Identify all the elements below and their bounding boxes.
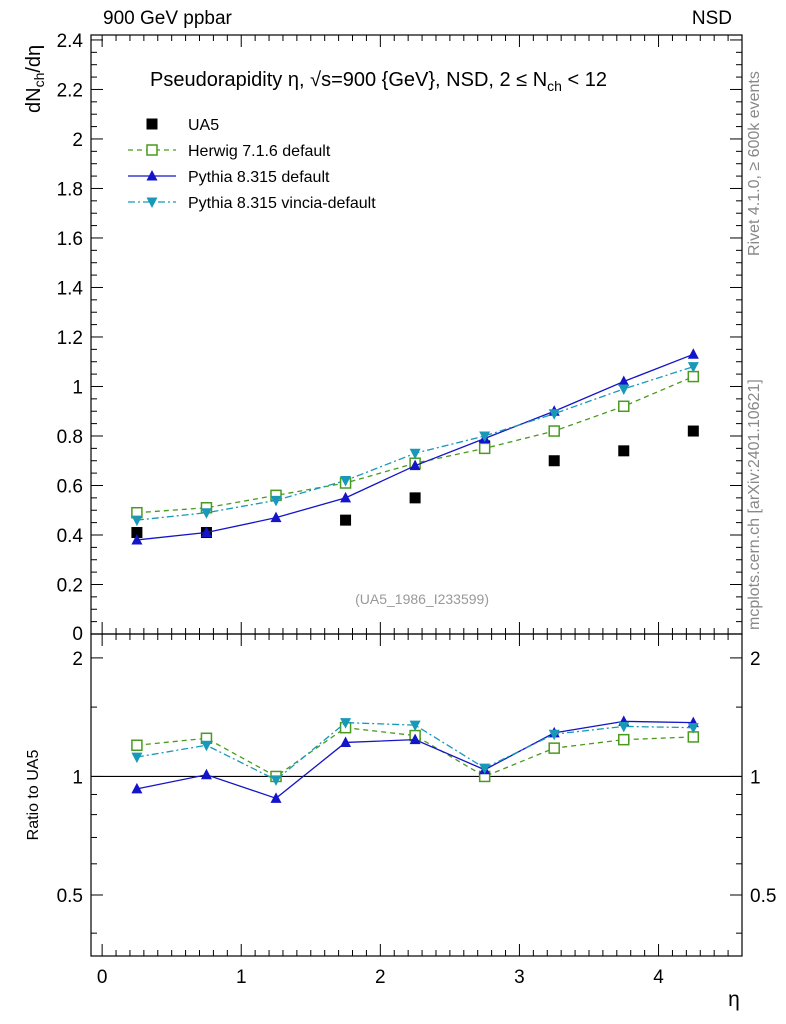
y-tick-label: 1.6 (57, 229, 83, 250)
ratio-series-0-point (131, 739, 143, 752)
plot-title-subscript: ch (547, 78, 562, 94)
main-series-2-point (618, 375, 630, 387)
header-energy-label: 900 GeV ppbar (103, 8, 232, 29)
ratio-series-line-2 (136, 721, 694, 781)
ratio-y-axis-label: Ratio to UA5 (25, 750, 42, 841)
main-series-2-point (409, 459, 421, 471)
ratio-series-0-point (548, 742, 560, 754)
x-tick-label: 3 (514, 967, 525, 988)
y-axis-label-subscript: ch (31, 73, 47, 88)
ratio-y-tick-label-left: 2 (72, 649, 83, 670)
legend-marker-3 (146, 197, 158, 208)
main-series-3-point (687, 362, 699, 373)
main-series-3-point (479, 431, 491, 442)
ratio-y-tick-label-right: 2 (750, 649, 761, 670)
main-series-1-point (478, 442, 491, 455)
main-series-0-point (409, 492, 421, 504)
plot-title: Pseudorapidity η, √s=900 {GeV}, NSD, 2 ≤… (150, 69, 607, 94)
ratio-series-2-point (687, 723, 699, 734)
main-series-line-1 (136, 375, 694, 514)
main-series-0-point (548, 455, 560, 467)
ratio-series-2-point (340, 718, 352, 729)
y-tick-label: 0.8 (57, 427, 83, 448)
ratio-series-2-point (548, 729, 560, 741)
main-series-3-point (200, 508, 212, 519)
y-tick-label: 2 (72, 130, 83, 151)
y-tick-label: 0.2 (57, 575, 83, 596)
y-tick-label: 1.8 (57, 179, 83, 200)
main-series-3-point (340, 476, 352, 487)
ratio-series-2-point (409, 720, 421, 732)
legend-marker-1 (146, 144, 158, 156)
y-tick-label: 1.4 (57, 278, 84, 299)
header-process-label: NSD (691, 8, 732, 29)
ratio-series-2-point (618, 721, 630, 733)
ratio-series-1-point (200, 768, 212, 780)
legend-label-2: Pythia 8.315 default (188, 169, 330, 186)
main-series-3-point (270, 495, 282, 507)
legend-label-0: UA5 (188, 117, 219, 134)
y-tick-label: 0.4 (57, 526, 84, 547)
main-series-3-point (409, 448, 421, 460)
main-series-2-point (687, 348, 699, 359)
ratio-y-tick-label-left: 1 (72, 767, 83, 788)
ratio-series-2-point (131, 752, 143, 764)
main-series-0-point (687, 425, 699, 437)
ratio-y-tick-label-right: 0.5 (750, 886, 776, 907)
main-series-3-point (131, 515, 143, 527)
main-series-1-point (548, 425, 560, 437)
ratio-series-0-point (618, 733, 630, 746)
legend-label-1: Herwig 7.1.6 default (188, 143, 331, 160)
x-tick-label: 0 (97, 967, 108, 988)
ratio-series-1-point (409, 733, 421, 745)
main-series-0-point (340, 514, 352, 526)
main-series-line-2 (136, 353, 694, 541)
y-tick-label: 1.2 (57, 328, 83, 349)
y-tick-label-zero: 0 (72, 624, 83, 645)
y-tick-label: 0.6 (57, 476, 83, 497)
y-tick-label: 1 (72, 377, 83, 398)
legend-label-3: Pythia 8.315 vincia-default (188, 195, 376, 212)
main-series-3-point (548, 409, 560, 420)
main-series-2-point (340, 491, 352, 503)
ratio-y-tick-label-left: 0.5 (57, 886, 83, 907)
ratio-series-1-point (131, 782, 143, 794)
main-series-0-point (618, 445, 630, 457)
ratio-series-2-point (479, 763, 491, 775)
x-axis-label: η (728, 988, 740, 1011)
ratio-plot-frame (90, 633, 743, 957)
legend-marker-0 (146, 118, 158, 130)
main-series-2-point (270, 511, 282, 523)
ratio-series-2-point (200, 740, 212, 752)
legend-marker-2 (146, 170, 158, 181)
analysis-watermark: (UA5_1986_I233599) (355, 591, 489, 607)
main-series-1-point (687, 370, 700, 383)
ratio-series-1-point (340, 736, 352, 747)
y-axis-label: dNch/dη (23, 45, 47, 113)
plot-title-tail: < 12 (562, 69, 607, 91)
x-tick-label: 2 (375, 967, 386, 988)
main-series-3-point (618, 384, 630, 395)
ratio-series-2-point (270, 775, 282, 786)
y-tick-label: 2.4 (57, 31, 84, 52)
main-series-0-point (131, 527, 143, 539)
main-series-2-point (200, 526, 212, 538)
main-series-2-point (131, 533, 143, 545)
main-series-1-point (618, 400, 630, 413)
ratio-series-1-point (270, 792, 282, 803)
x-tick-label: 1 (236, 967, 247, 988)
x-tick-label: 4 (653, 967, 664, 988)
y-axis-label-tail: /dη (23, 45, 45, 73)
ratio-series-line-0 (136, 727, 694, 778)
ratio-y-tick-label-right: 1 (750, 767, 761, 788)
y-tick-label: 2.2 (57, 80, 83, 101)
